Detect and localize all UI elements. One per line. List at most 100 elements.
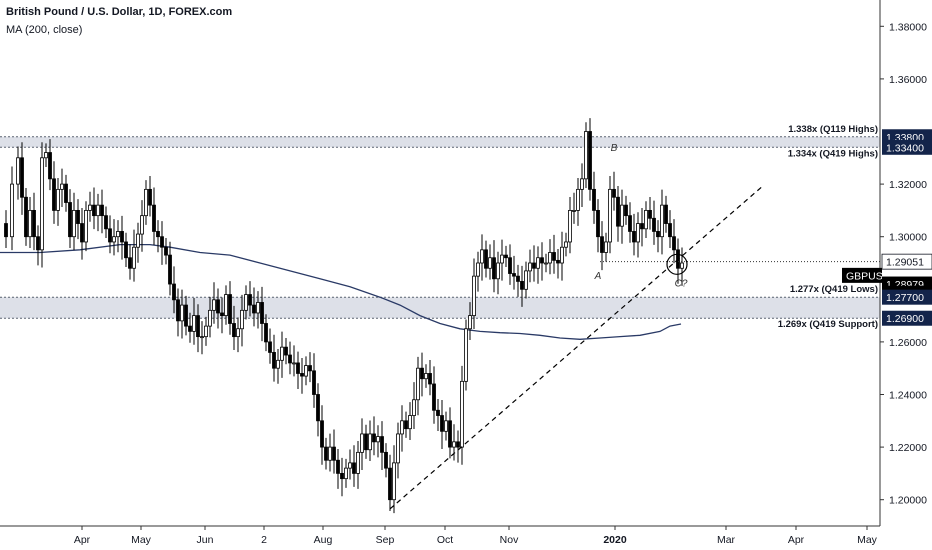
candle-body <box>288 354 292 364</box>
zone-annotation-3: 1.269x (Q419 Support) <box>778 319 878 330</box>
y-tick-label: 1.38000 <box>889 21 927 33</box>
candle-body <box>116 231 120 238</box>
candle-body <box>448 420 452 448</box>
candle-body <box>368 433 372 451</box>
candle-body <box>440 415 444 432</box>
y-tick-label: 1.36000 <box>889 74 927 86</box>
candle-body <box>316 394 320 422</box>
candle-body <box>268 341 272 353</box>
candle-body <box>472 275 476 316</box>
candle-body <box>420 367 424 380</box>
candle-body <box>612 188 616 198</box>
candle-body <box>656 231 660 238</box>
candle-body <box>548 252 552 264</box>
candle-body <box>452 441 456 448</box>
y-axis[interactable]: 1.38000 1.36000 1.32000 1.30000 1.26000 1.240… <box>842 0 932 526</box>
candle-body <box>236 328 240 338</box>
indicator-label: MA (200, close) <box>6 24 83 36</box>
x-axis[interactable]: Apr May Jun 2 Aug Sep Oct Nov 2020 Mar Apr May <box>0 525 880 546</box>
candle-body <box>64 183 68 203</box>
candle-body <box>4 223 8 238</box>
candle-body <box>344 467 348 480</box>
candle-body <box>184 304 188 327</box>
candle-body <box>284 346 288 356</box>
candle-body <box>516 275 520 282</box>
candle-body <box>16 157 20 185</box>
trendline <box>389 186 763 510</box>
candle-body <box>252 304 256 314</box>
candle-body <box>156 231 160 238</box>
candle-body <box>280 346 284 361</box>
price-tag-box <box>882 310 932 326</box>
candle-body <box>276 359 280 369</box>
candle-body <box>424 373 428 380</box>
candle-body <box>672 236 676 251</box>
candle-body <box>356 451 360 474</box>
candle-body <box>336 459 340 474</box>
candle-body <box>176 299 180 322</box>
x-tick-label: Apr <box>788 534 805 546</box>
price-tag-box <box>882 289 932 305</box>
x-tick-label: May <box>131 534 152 546</box>
candle-body <box>400 420 404 435</box>
candle-body <box>132 246 136 269</box>
x-tick-label: May <box>857 534 878 546</box>
candle-body <box>412 399 416 416</box>
candle-body <box>640 223 644 230</box>
candle-body <box>408 415 412 430</box>
candle-body <box>28 209 32 238</box>
candle-body <box>136 233 140 248</box>
zone-annotation-1: 1.334x (Q419 Highs) <box>788 148 878 159</box>
candle-body <box>628 215 632 232</box>
candle-body <box>128 257 132 269</box>
candle-body <box>172 283 176 301</box>
candle-body <box>72 209 76 238</box>
ma-layer <box>0 243 682 340</box>
candle-body <box>140 215 144 235</box>
candle-body <box>528 262 532 272</box>
candle-body <box>536 257 540 269</box>
candle-body <box>180 304 184 322</box>
candle-body <box>76 209 80 224</box>
point-label-C: C? <box>675 279 688 290</box>
price-tag-label: GBPUSD <box>846 270 891 282</box>
candle-body <box>468 315 472 330</box>
candle-body <box>248 294 252 306</box>
candle-body <box>384 451 388 469</box>
candle-body <box>168 254 172 285</box>
zone-annotation-2: 1.277x (Q419 Lows) <box>790 284 878 295</box>
price-tag-box <box>842 267 882 283</box>
candle-body <box>524 270 528 290</box>
candle-body <box>232 323 236 338</box>
candle-body <box>272 352 276 369</box>
candle-body <box>544 262 548 265</box>
candle-body <box>428 373 432 385</box>
candle-body <box>376 436 380 443</box>
candle-body <box>616 196 620 227</box>
candle-body <box>508 257 512 274</box>
candle-body <box>372 433 376 443</box>
candle-body <box>556 259 560 264</box>
candle-body <box>436 409 440 416</box>
candle-body <box>360 433 364 453</box>
x-tick-label: 2020 <box>603 534 627 546</box>
candle-body <box>244 294 248 311</box>
candle-body <box>296 362 300 374</box>
candle-body <box>600 236 604 253</box>
candle-body <box>492 257 496 280</box>
candle-body <box>340 472 344 480</box>
candle-body <box>404 420 408 430</box>
candle-body <box>24 196 28 238</box>
candle-body <box>644 209 648 230</box>
candle-body <box>532 262 536 269</box>
candle-body <box>120 231 124 243</box>
candle-body <box>604 241 608 253</box>
candle-body <box>324 446 328 461</box>
candle-body <box>608 188 612 243</box>
candle-body <box>36 236 40 251</box>
candle-body <box>160 236 164 248</box>
candle-body <box>88 204 92 211</box>
ma-line <box>0 243 682 340</box>
candle-body <box>320 420 324 448</box>
